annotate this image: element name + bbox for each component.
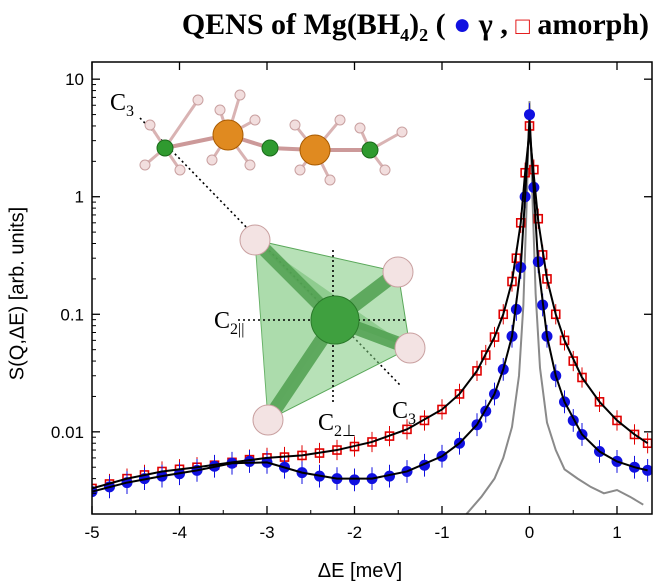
h-atom-vertex (394, 332, 426, 364)
h-atom-vertex (382, 256, 414, 288)
b-atom (261, 139, 279, 157)
h-atom (294, 164, 306, 176)
c2-perp-label: C2⊥ (318, 410, 356, 440)
y-tick-label: 0.01 (51, 423, 84, 442)
tetrahedron-face (255, 240, 335, 420)
amorph-point (402, 424, 412, 435)
amorph-point (629, 429, 640, 440)
amorph-point (559, 335, 570, 346)
amorph-point (437, 404, 447, 415)
h-atom (289, 119, 301, 131)
amorph-point (594, 397, 605, 407)
amorph-point (489, 332, 500, 342)
h-atom (249, 114, 261, 126)
h-atom (192, 94, 204, 106)
amorph-point (454, 389, 465, 399)
y-tick-label: 1 (75, 188, 84, 207)
tetrahedron-face (255, 240, 410, 348)
c3-label-top: C3 (110, 90, 134, 120)
x-tick-label: -2 (347, 523, 362, 542)
h-atom (324, 174, 336, 186)
amorph-point (480, 350, 491, 360)
gamma-point (384, 470, 395, 482)
amorph-point (472, 366, 482, 376)
legend-gamma-label: γ (478, 8, 493, 41)
x-tick-label: 0 (525, 523, 534, 542)
amorph-point (577, 372, 587, 383)
gamma-point (244, 455, 255, 467)
h-atom (334, 114, 346, 126)
h-bond (163, 99, 200, 149)
mg-atom (299, 134, 331, 166)
amorph-fit-line (92, 131, 649, 490)
amorph-point (498, 309, 509, 320)
h-atom (234, 89, 246, 101)
gamma-point (349, 474, 360, 486)
h-atom (214, 104, 226, 116)
h-atom (354, 122, 366, 134)
h-atom (174, 164, 186, 176)
amorph-point (612, 415, 622, 426)
resolution-line (465, 101, 644, 514)
legend-amorph-label: amorph) (537, 8, 649, 41)
data-layer (92, 101, 652, 514)
h-atom-vertex (252, 404, 284, 436)
h-atom-vertex (239, 224, 271, 256)
axes-frame (91, 61, 653, 515)
x-tick-label: -4 (172, 523, 187, 542)
h-atom (379, 164, 391, 176)
x-tick-label: -5 (84, 523, 99, 542)
h-atom (139, 159, 151, 171)
mg-atom (212, 119, 244, 151)
x-tick-label: 1 (612, 523, 621, 542)
amorph-point (419, 415, 430, 426)
gamma-fit-line (92, 119, 648, 493)
y-tick-label: 0.1 (60, 305, 84, 324)
h-atom (244, 159, 256, 171)
legend-amorph-marker: □ (515, 14, 530, 40)
gamma-point (524, 109, 535, 121)
chart-title: QENS of Mg(BH4)2 ( ● γ , □ amorph) (181, 8, 649, 45)
b-atom (156, 139, 174, 157)
x-tick-label: -1 (434, 523, 449, 542)
molecule-illustration: C3 C3 C2|| C2⊥ (110, 89, 426, 440)
y-axis-label: S(Q,ΔE) [arb. units] (6, 206, 29, 381)
h-atom (144, 119, 156, 131)
c3-label-bottom: C3 (392, 398, 416, 428)
h-atom (396, 126, 408, 138)
legend-gamma-marker: ● (453, 8, 472, 41)
b-atom-center (310, 295, 360, 345)
x-axis-label: ΔE [meV] (317, 560, 403, 582)
x-tick-label: -3 (259, 523, 274, 542)
c2-parallel-label: C2|| (214, 308, 244, 338)
h-atom (206, 154, 218, 166)
y-tick-label: 10 (65, 70, 84, 89)
b-atom (361, 141, 379, 159)
